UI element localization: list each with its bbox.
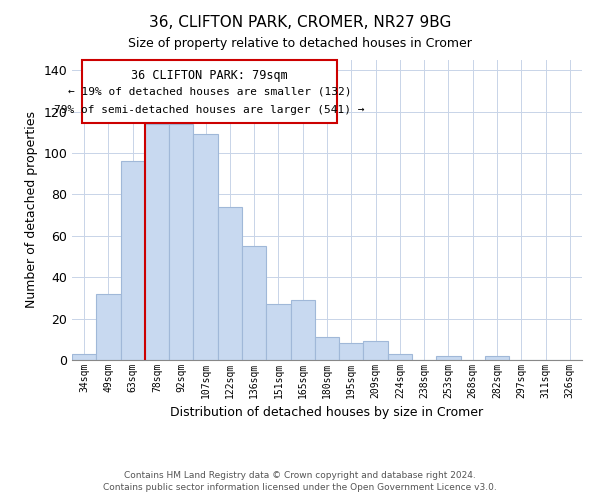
Text: ← 19% of detached houses are smaller (132): ← 19% of detached houses are smaller (13… (68, 87, 352, 97)
Text: 79% of semi-detached houses are larger (541) →: 79% of semi-detached houses are larger (… (55, 105, 365, 115)
Bar (339, 344, 364, 360)
Bar (145, 124, 169, 360)
Text: 36, CLIFTON PARK, CROMER, NR27 9BG: 36, CLIFTON PARK, CROMER, NR27 9BG (149, 15, 451, 30)
Text: 36 CLIFTON PARK: 79sqm: 36 CLIFTON PARK: 79sqm (131, 69, 288, 82)
Bar (121, 162, 145, 360)
Bar (315, 337, 339, 360)
Bar (290, 300, 315, 360)
Text: Contains HM Land Registry data © Crown copyright and database right 2024.: Contains HM Land Registry data © Crown c… (124, 471, 476, 480)
Y-axis label: Number of detached properties: Number of detached properties (25, 112, 38, 308)
Bar (364, 342, 388, 360)
Bar (388, 354, 412, 360)
Bar (72, 354, 96, 360)
Bar (96, 294, 121, 360)
Text: Contains public sector information licensed under the Open Government Licence v3: Contains public sector information licen… (103, 484, 497, 492)
Bar (242, 246, 266, 360)
FancyBboxPatch shape (82, 60, 337, 123)
X-axis label: Distribution of detached houses by size in Cromer: Distribution of detached houses by size … (170, 406, 484, 420)
Text: Size of property relative to detached houses in Cromer: Size of property relative to detached ho… (128, 38, 472, 51)
Bar (485, 356, 509, 360)
Bar (169, 124, 193, 360)
Bar (218, 207, 242, 360)
Bar (266, 304, 290, 360)
Bar (193, 134, 218, 360)
Bar (436, 356, 461, 360)
